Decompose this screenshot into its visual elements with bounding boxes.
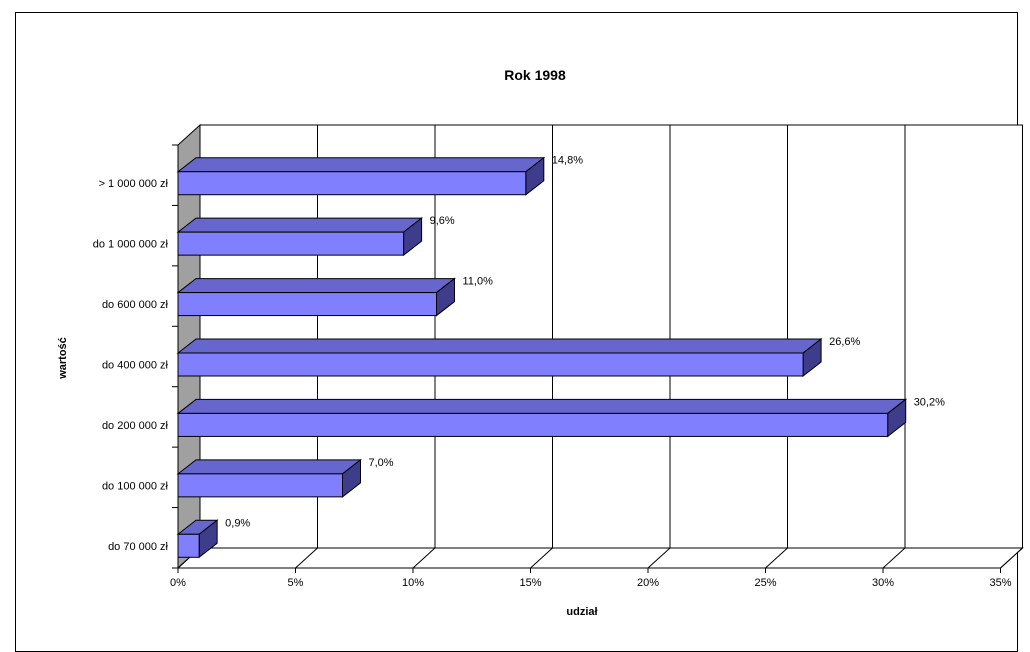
x-tick-label: 15% xyxy=(519,577,541,589)
y-tick-label: do 400 000 zł xyxy=(102,360,169,372)
bar-front xyxy=(177,171,527,196)
bar-top xyxy=(176,459,362,475)
y-tick-label: > 1 000 000 zł xyxy=(99,178,169,190)
y-tick-label: do 600 000 zł xyxy=(102,299,169,311)
bar-top xyxy=(176,157,546,173)
bar-top xyxy=(176,278,456,294)
bar-top xyxy=(176,338,823,354)
bar-front xyxy=(177,473,343,498)
floor-gridline xyxy=(295,547,318,569)
x-tick-label: 0% xyxy=(170,577,186,589)
bar xyxy=(176,156,546,196)
y-tick-label: do 70 000 zł xyxy=(108,541,168,553)
bar-front xyxy=(177,533,200,558)
bars: 14,8% 9,6% 11,0% 26,6% 30,2% 7,0% 0,9% xyxy=(176,155,945,559)
x-tick-label: 25% xyxy=(754,577,776,589)
y-tick-label: do 100 000 zł xyxy=(102,480,169,492)
data-label: 9,6% xyxy=(430,215,455,227)
bar-front xyxy=(177,231,405,256)
x-axis-ticks: 0% 5% 10% 15% 20% 25% 30% 35% xyxy=(170,568,1012,589)
x-tick-label: 35% xyxy=(989,577,1011,589)
bar xyxy=(176,519,219,559)
data-label: 7,0% xyxy=(369,457,394,469)
floor xyxy=(176,547,1024,569)
y-axis-label: wartość xyxy=(57,337,69,380)
bar xyxy=(176,277,456,317)
floor-gridline xyxy=(412,547,436,569)
y-tick-label: do 200 000 zł xyxy=(102,420,169,432)
data-label: 11,0% xyxy=(463,276,494,288)
bar xyxy=(176,337,823,378)
chart-title: Rok 1998 xyxy=(504,67,566,83)
data-label: 14,8% xyxy=(552,155,583,167)
bar xyxy=(176,217,424,257)
bar-front xyxy=(177,352,804,377)
floor-gridline xyxy=(882,547,906,569)
bar xyxy=(176,398,908,438)
x-tick-label: 10% xyxy=(402,577,424,589)
floor-gridline xyxy=(765,547,788,569)
x-tick-label: 30% xyxy=(872,577,894,589)
data-label: 30,2% xyxy=(914,396,945,408)
floor-gridline xyxy=(530,547,553,569)
data-label: 0,9% xyxy=(225,517,250,529)
x-axis-label: udział xyxy=(566,606,597,618)
x-tick-label: 20% xyxy=(637,577,659,589)
floor-gridline xyxy=(1000,547,1023,569)
bar-front xyxy=(177,412,889,437)
data-label: 26,6% xyxy=(829,336,860,348)
y-tick-label: do 1 000 000 zł xyxy=(93,239,169,251)
bar xyxy=(176,458,362,498)
bar-top xyxy=(176,398,908,414)
y-axis-ticks: > 1 000 000 zł do 1 000 000 zł do 600 000 … xyxy=(93,144,178,569)
x-tick-label: 5% xyxy=(288,577,304,589)
floor-gridline xyxy=(647,547,671,569)
bar-top xyxy=(176,217,424,233)
bar-front xyxy=(177,292,437,317)
